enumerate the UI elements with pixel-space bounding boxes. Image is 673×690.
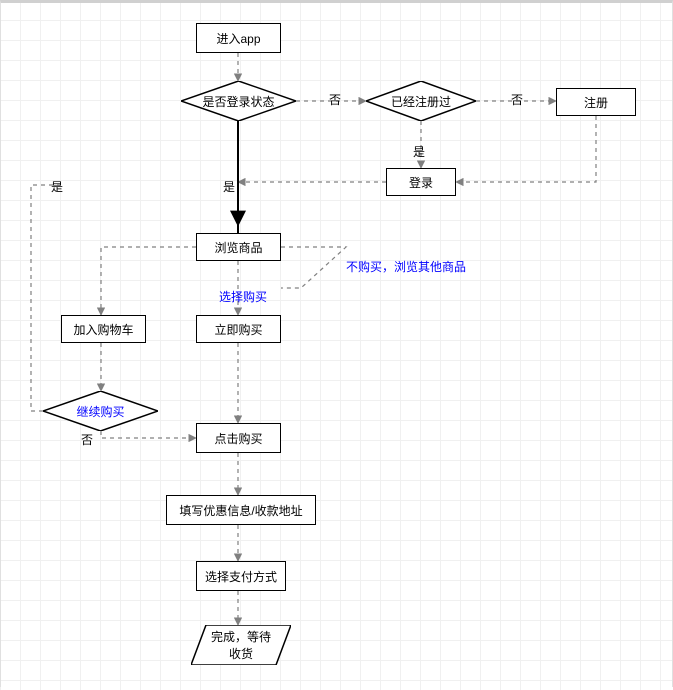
node-label: 选择支付方式	[205, 568, 277, 585]
edge-label-yes1: 是	[413, 143, 425, 160]
node-register: 注册	[556, 88, 636, 116]
edge-label-text: 不购买，浏览其他商品	[346, 260, 466, 274]
edge-label-select-buy: 选择购买	[219, 288, 267, 305]
node-label: 登录	[409, 174, 433, 191]
node-label: 进入app	[216, 30, 260, 47]
node-pay-method: 选择支付方式	[196, 561, 286, 591]
edge-label-no3: 否	[81, 431, 93, 448]
edge-label-no2: 否	[511, 91, 523, 108]
edge-label-text: 否	[511, 93, 523, 107]
node-start: 进入app	[196, 23, 281, 53]
node-label: 注册	[584, 94, 608, 111]
node-done: 完成，等待 收货	[191, 625, 291, 665]
edge-label-text: 否	[81, 433, 93, 447]
node-fill-info: 填写优惠信息/收款地址	[166, 495, 316, 525]
edge-label-no-buy: 不购买，浏览其他商品	[346, 258, 466, 275]
node-login-state: 是否登录状态	[181, 81, 296, 121]
node-label: 立即购买	[214, 321, 262, 338]
node-label: 点击购买	[214, 430, 262, 447]
edge-label-text: 否	[329, 93, 341, 107]
edge-label-yes2: 是	[223, 178, 235, 195]
node-buy-now: 立即购买	[196, 315, 281, 343]
node-label: 完成，等待 收货	[211, 628, 271, 662]
edge-label-yes3: 是	[51, 178, 63, 195]
flowchart-canvas: 进入app 是否登录状态 已经注册过 注册 登录 浏览商品 立即购买 加入购物车…	[0, 0, 673, 687]
edge-label-text: 是	[51, 180, 63, 194]
node-label: 填写优惠信息/收款地址	[179, 502, 302, 519]
node-browse: 浏览商品	[196, 233, 281, 261]
node-registered: 已经注册过	[366, 81, 476, 121]
node-login: 登录	[386, 168, 456, 196]
edge-label-no1: 否	[329, 91, 341, 108]
node-label: 浏览商品	[214, 239, 262, 256]
node-continue-buy: 继续购买	[43, 391, 158, 431]
edge-label-text: 是	[413, 145, 425, 159]
node-label: 加入购物车	[73, 321, 133, 338]
node-add-cart: 加入购物车	[61, 315, 146, 343]
edge-label-text: 选择购买	[219, 290, 267, 304]
node-click-buy: 点击购买	[196, 423, 281, 453]
edge-label-text: 是	[223, 180, 235, 194]
